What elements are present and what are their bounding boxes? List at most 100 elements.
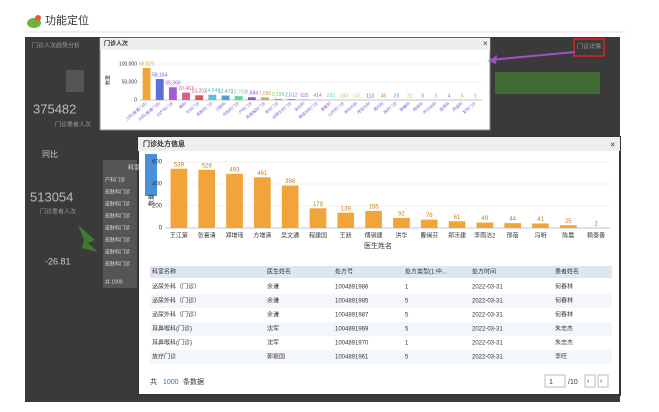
bar [142,68,151,100]
side-row: 皮肤科门诊 [105,212,130,219]
bar [234,96,243,100]
value-label: 386 [285,179,296,185]
y-axis-title: 数量 [104,75,111,85]
bar [168,87,177,100]
column-header: 处方类型(1:中... [405,268,447,276]
value-label: 88,829 [139,61,155,67]
y-tick-label: 0 [159,226,163,232]
cell: 5 [405,355,409,361]
cell: 1004891969 [335,327,369,333]
value-label: 35,366 [165,81,181,87]
side-row: 皮肤科门诊 [105,248,130,255]
page-number: 1 [549,379,553,386]
value-label: 155 [369,205,380,211]
prev-icon[interactable]: ‹ [587,378,590,385]
value-label: 20,463 [178,86,194,92]
cell: 余谦 [267,311,279,319]
table-row [150,322,612,336]
bar [309,208,327,228]
page-input[interactable] [544,374,566,388]
table-row [150,350,612,364]
highlight-box[interactable] [573,38,605,57]
cell: 朱忠杰 [555,339,573,347]
y-tick-label: 0 [134,97,137,103]
side-row: 皮肤科门诊 [105,188,130,195]
value-label: 92 [398,211,405,217]
value-label: 6 [421,93,424,99]
cell: 泌尿外科（门诊） [152,283,200,291]
dim-bar [495,72,600,94]
cell: 1004891986 [335,285,369,291]
popup-title: 门诊处方信息 [143,139,185,148]
value-label: 13,202 [192,89,208,95]
cell: 何春林 [555,297,573,305]
side-header: 科室 [128,164,140,172]
side-row: 皮肤科门诊 [105,260,130,267]
bar [195,95,204,100]
x-tick-label: 郑沃建 [448,232,466,240]
bar [274,98,283,100]
side-row: 皮肤科门诊 [105,236,130,243]
x-tick-label: 陈晨 [562,232,574,240]
bar [532,223,549,228]
change-value: -26.81 [45,256,71,266]
value-label: 22 [407,93,413,99]
cell: 朱忠杰 [555,325,573,333]
cell: 5 [405,299,409,305]
x-tick-label: 李雨洁2 [474,232,496,240]
bar [287,99,296,100]
side-row: 皮肤科门诊 [105,224,130,231]
cell: 泌尿外科（门诊） [152,311,200,319]
bar [221,95,230,100]
popup-titlebar [138,137,620,151]
cell: 1 [405,341,409,347]
value-label: 61 [454,215,461,221]
next-icon[interactable]: › [600,378,603,385]
side-row: 皮肤科门诊 [105,200,130,207]
y-tick-label: 400 [152,182,163,188]
cell: 2022-03-31 [472,341,503,347]
close-button[interactable]: × [483,39,488,48]
value-label: 12,472 [218,89,234,95]
value-label: 292 [327,93,336,99]
close-button[interactable]: × [610,139,615,149]
bar [504,223,521,228]
bar [476,222,494,228]
table-row [150,280,612,294]
metric-label: 门诊患者人次 [40,208,76,216]
x-tick-label: 郑增瑶 [226,232,244,240]
cell: 沈军 [267,325,279,333]
cell: 沈军 [267,339,279,347]
x-tick-label: 邢蓓 [507,232,519,240]
column-header: 患者姓名 [555,268,579,276]
cell: 1004891985 [335,299,369,305]
value-label: 3,195 [272,92,285,98]
pointer-arrow [489,51,576,61]
value-label: 25 [565,219,572,225]
total: 1000 [163,379,179,386]
metric: 513054 [30,189,73,204]
value-label: 49 [482,216,489,222]
cell: 余谦 [267,297,279,305]
value-label: 1 [474,93,477,99]
prev-button[interactable] [584,374,596,388]
value-label: 10,703 [231,89,247,95]
bar [208,94,217,100]
cell: 2022-03-31 [472,327,503,333]
dashboard-link[interactable]: 门诊详情 [577,43,601,51]
bar [247,97,256,100]
cell: 放疗门诊 [152,353,176,361]
column-header: 科室名称 [152,268,176,276]
x-tick-label: 王跃 [340,232,352,240]
dashboard-panel-title: 门诊人次趋势分析 [32,42,80,50]
toolbar[interactable] [145,154,157,196]
bar [448,221,466,228]
tab[interactable]: 同比 [42,149,58,159]
next-button[interactable] [597,374,609,388]
y-tick-label: 100,000 [119,61,137,67]
column-header: 医生姓名 [267,268,291,276]
value-label: 493 [230,167,241,173]
cell: 何春林 [555,283,573,291]
value-label: 414 [313,93,322,99]
